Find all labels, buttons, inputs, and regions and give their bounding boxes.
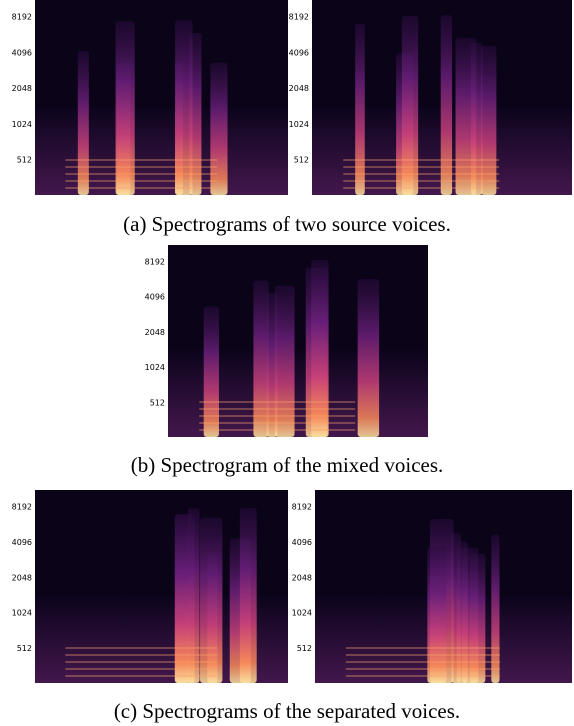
voice-band bbox=[469, 553, 486, 683]
y-tick-label: 4096 bbox=[289, 48, 309, 57]
y-tick-label: 512 bbox=[17, 644, 32, 653]
harmonic bbox=[65, 661, 218, 663]
voice-band bbox=[266, 292, 278, 437]
harmonic bbox=[65, 187, 218, 189]
harmonic bbox=[343, 166, 500, 168]
voice-band bbox=[200, 517, 223, 683]
y-tick-label: 2048 bbox=[12, 573, 32, 582]
harmonic bbox=[343, 187, 500, 189]
y-tick-label: 8192 bbox=[12, 13, 32, 22]
voice-band bbox=[77, 50, 89, 195]
voice-band bbox=[253, 280, 269, 437]
harmonic bbox=[65, 159, 218, 161]
voice-band bbox=[174, 514, 190, 683]
noise-floor bbox=[35, 107, 288, 195]
y-tick-label: 1024 bbox=[145, 363, 165, 372]
harmonic bbox=[343, 173, 500, 175]
harmonic bbox=[65, 654, 218, 656]
voice-band bbox=[440, 15, 453, 196]
voice-band bbox=[239, 508, 257, 683]
caption: (b) Spectrogram of the mixed voices. bbox=[131, 453, 444, 477]
voice-band bbox=[455, 38, 477, 195]
harmonic bbox=[199, 415, 356, 417]
y-tick-label: 1024 bbox=[292, 609, 312, 618]
y-tick-label: 4096 bbox=[292, 538, 312, 547]
voice-band bbox=[481, 45, 497, 195]
y-tick-label: 4096 bbox=[145, 293, 165, 302]
y-tick-label: 8192 bbox=[145, 258, 165, 267]
harmonic bbox=[65, 647, 218, 649]
harmonic bbox=[199, 422, 356, 424]
y-tick-label: 4096 bbox=[12, 48, 32, 57]
harmonic bbox=[343, 159, 500, 161]
harmonic bbox=[65, 668, 218, 670]
voice-band bbox=[175, 20, 193, 195]
voice-band bbox=[274, 285, 295, 437]
y-tick-label: 512 bbox=[150, 398, 165, 407]
harmonic bbox=[343, 180, 500, 182]
y-tick-label: 2048 bbox=[12, 84, 32, 93]
harmonic bbox=[65, 166, 218, 168]
voice-band bbox=[189, 33, 202, 196]
y-tick-label: 8192 bbox=[289, 13, 309, 22]
voice-band bbox=[491, 534, 500, 683]
voice-band bbox=[456, 541, 468, 683]
y-tick-label: 8192 bbox=[12, 503, 32, 512]
harmonic bbox=[345, 647, 501, 649]
y-tick-label: 512 bbox=[17, 156, 32, 165]
caption: (c) Spectrograms of the separated voices… bbox=[114, 699, 460, 723]
harmonic bbox=[199, 429, 356, 431]
voice-band bbox=[115, 21, 135, 196]
voice-band bbox=[355, 23, 365, 196]
harmonic bbox=[345, 668, 501, 670]
harmonic bbox=[65, 675, 218, 677]
harmonic bbox=[345, 661, 501, 663]
voice-band bbox=[311, 260, 329, 437]
harmonic bbox=[65, 173, 218, 175]
y-tick-label: 1024 bbox=[12, 120, 32, 129]
y-tick-label: 2048 bbox=[292, 573, 312, 582]
harmonic bbox=[65, 180, 218, 182]
voice-band bbox=[427, 546, 447, 683]
y-tick-label: 2048 bbox=[289, 84, 309, 93]
y-tick-label: 1024 bbox=[289, 120, 309, 129]
y-tick-label: 512 bbox=[294, 156, 309, 165]
harmonic bbox=[345, 654, 501, 656]
harmonic bbox=[199, 408, 356, 410]
y-tick-label: 1024 bbox=[12, 609, 32, 618]
voice-band bbox=[210, 62, 228, 196]
harmonic bbox=[345, 675, 501, 677]
voice-band bbox=[203, 306, 219, 437]
voice-band bbox=[357, 279, 380, 437]
caption: (a) Spectrograms of two source voices. bbox=[123, 212, 451, 236]
y-tick-label: 4096 bbox=[12, 538, 32, 547]
y-tick-label: 2048 bbox=[145, 328, 165, 337]
harmonic bbox=[199, 401, 356, 403]
y-tick-label: 8192 bbox=[292, 503, 312, 512]
voice-band bbox=[401, 15, 419, 195]
y-tick-label: 512 bbox=[297, 644, 312, 653]
